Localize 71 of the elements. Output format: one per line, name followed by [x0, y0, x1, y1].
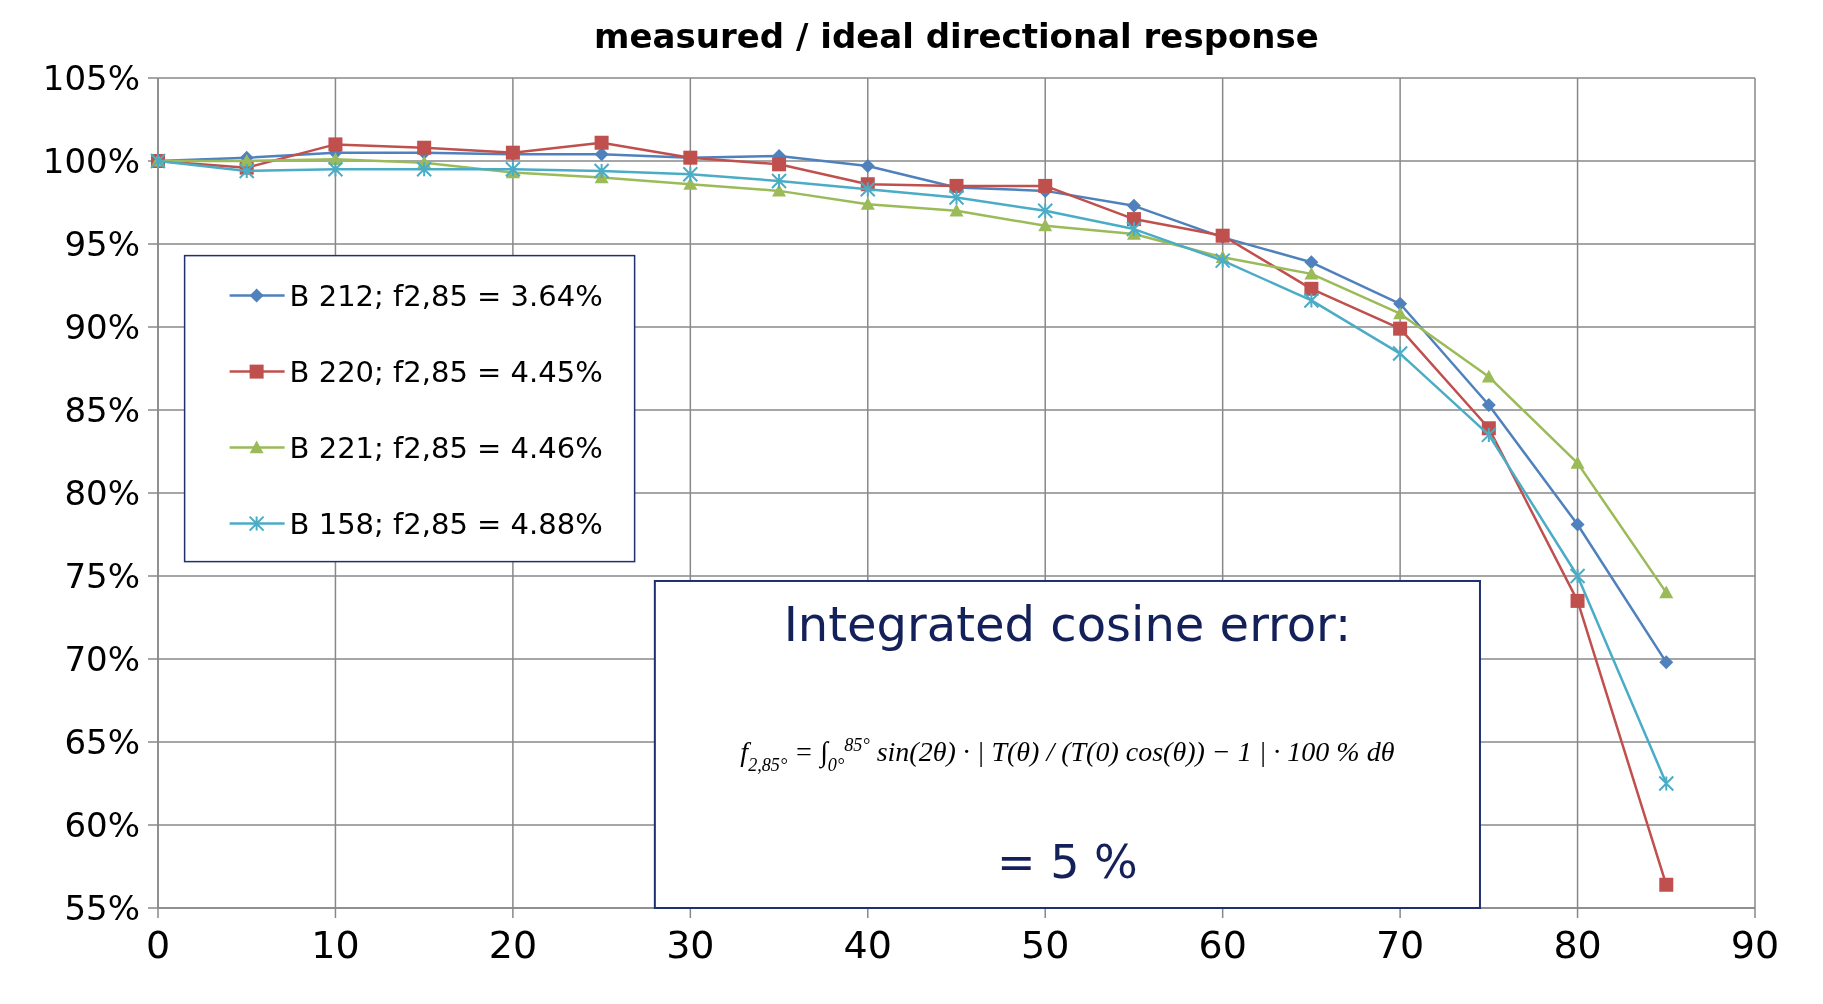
- point: [1392, 345, 1409, 362]
- x-tick-label: 60: [1198, 923, 1247, 967]
- x-tick-label: 70: [1375, 923, 1425, 967]
- point: [682, 166, 699, 183]
- point: [1659, 585, 1674, 599]
- y-tick-label: 80%: [64, 472, 140, 513]
- point: [683, 177, 698, 190]
- point: [1570, 517, 1585, 532]
- point: [504, 161, 521, 178]
- x-tick-label: 20: [488, 923, 538, 967]
- x-tick-label: 0: [145, 923, 171, 967]
- point: [1569, 568, 1586, 584]
- y-tick-label: 90%: [64, 306, 140, 347]
- x-tick-label: 30: [666, 923, 715, 967]
- legend-label: B 158; f2,85 = 4.88%: [289, 506, 603, 541]
- point: [327, 161, 344, 178]
- point: [1570, 456, 1585, 469]
- point: [859, 181, 876, 198]
- point: [1303, 292, 1320, 309]
- point: [594, 147, 609, 162]
- point: [1304, 266, 1319, 280]
- point: [771, 172, 788, 189]
- point: [1126, 198, 1141, 213]
- y-tick-label: 95%: [64, 223, 140, 264]
- point: [948, 189, 965, 206]
- point: [416, 161, 433, 178]
- point: [1481, 369, 1496, 383]
- y-tick-label: 75%: [64, 555, 140, 596]
- legend-label: B 221; f2,85 = 4.46%: [289, 430, 603, 465]
- point: [1037, 202, 1054, 219]
- y-tick-label: 70%: [64, 638, 140, 679]
- chart-title: measured / ideal directional response: [594, 16, 1319, 56]
- point: [1393, 296, 1408, 311]
- x-tick-label: 80: [1553, 923, 1602, 967]
- x-tick-label: 40: [843, 923, 892, 967]
- x-tick-label: 10: [311, 923, 360, 967]
- point: [1659, 877, 1674, 892]
- y-tick-label: 60%: [64, 804, 140, 845]
- legend-label: B 220; f2,85 = 4.45%: [289, 354, 603, 389]
- point: [860, 197, 875, 210]
- point: [1570, 593, 1585, 608]
- point: [1480, 426, 1497, 443]
- point: [328, 137, 343, 152]
- point: [1658, 775, 1675, 792]
- legend-label: B 212; f2,85 = 3.64%: [289, 278, 603, 313]
- point: [1038, 178, 1053, 193]
- annotation: Integrated cosine error:: [783, 595, 1352, 652]
- x-tick-label: 50: [1021, 923, 1070, 967]
- point: [1125, 221, 1142, 238]
- point: [1481, 398, 1496, 413]
- y-tick-label: 85%: [64, 389, 140, 430]
- point: [594, 135, 609, 150]
- point: [772, 157, 787, 172]
- point: [1659, 655, 1674, 670]
- point: [417, 140, 432, 155]
- y-tick-label: 100%: [42, 140, 140, 181]
- point: [1304, 255, 1319, 270]
- point: [238, 162, 255, 179]
- point: [860, 158, 875, 173]
- y-tick-label: 65%: [64, 721, 140, 762]
- point: [593, 162, 610, 179]
- point: [949, 203, 964, 217]
- point: [1214, 252, 1231, 269]
- x-tick-label: 90: [1730, 923, 1780, 967]
- point: [1393, 306, 1408, 320]
- annotation: = 5 %: [997, 835, 1138, 889]
- y-tick-label: 105%: [42, 57, 140, 98]
- point: [1393, 321, 1408, 336]
- point: [1038, 218, 1053, 232]
- annotation: f$_{2,85°}$ = ∫$_{0°}$$^{85°}$ sin(2θ) · | T(θ) / (T(0) cos(θ)) − 1 | · 100 % dθ: [740, 734, 1395, 775]
- y-tick-label: 55%: [64, 887, 140, 928]
